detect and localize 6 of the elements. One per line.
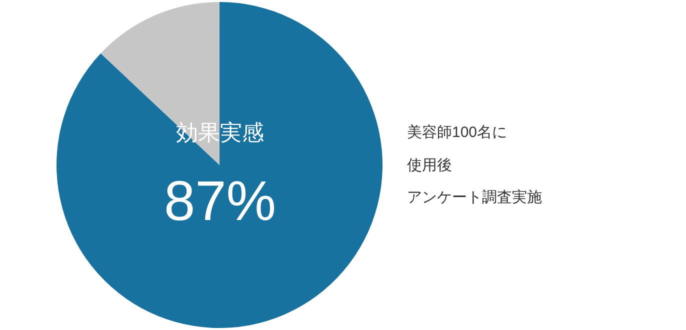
text: アンケート調査実施 <box>407 189 542 206</box>
pie-slice <box>100 2 220 165</box>
text: 美容師100名に <box>407 124 508 141</box>
pie-slice <box>56 2 382 328</box>
text: 使用後 <box>407 157 452 174</box>
data-label: 87% <box>164 169 276 232</box>
